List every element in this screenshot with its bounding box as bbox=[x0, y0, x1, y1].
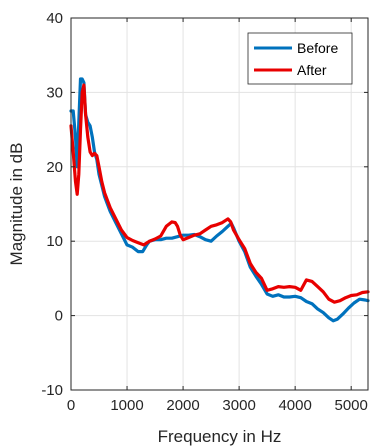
series-lines bbox=[69, 77, 370, 323]
x-tick-label: 0 bbox=[67, 397, 75, 414]
x-tick-label: 1000 bbox=[110, 397, 143, 414]
series-line-after bbox=[69, 83, 370, 304]
y-tick-label: 40 bbox=[46, 10, 63, 27]
x-tick-label: 2000 bbox=[166, 397, 199, 414]
y-tick-label: 20 bbox=[46, 159, 63, 176]
grid bbox=[70, 17, 368, 391]
legend: Before After bbox=[247, 32, 353, 85]
x-tick-label: 4000 bbox=[278, 397, 311, 414]
x-tick-label: 3000 bbox=[222, 397, 255, 414]
x-axis-label: Frequency in Hz bbox=[158, 427, 282, 446]
plot-frame bbox=[70, 17, 369, 391]
y-axis-label: Magnitude in dB bbox=[7, 143, 26, 266]
y-tick-label: 0 bbox=[55, 308, 63, 325]
x-tick-label: 5000 bbox=[335, 397, 368, 414]
y-tick-label: 30 bbox=[46, 84, 63, 101]
legend-label-after: After bbox=[297, 62, 327, 78]
legend-box bbox=[247, 32, 353, 85]
y-tick-label: 10 bbox=[46, 233, 63, 250]
y-tick-label: -10 bbox=[41, 382, 63, 399]
legend-label-before: Before bbox=[297, 40, 338, 56]
